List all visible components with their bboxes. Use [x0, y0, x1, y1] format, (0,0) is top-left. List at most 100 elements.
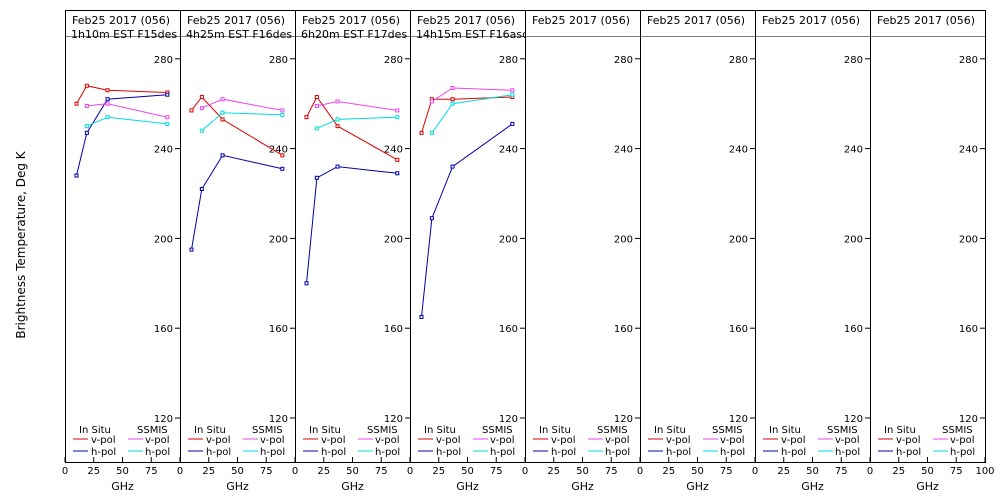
data-point — [335, 124, 340, 129]
data-point — [189, 108, 194, 113]
x-tick-label: 50 — [806, 466, 819, 477]
series-line-4 — [316, 116, 398, 129]
y-tick-label: 240 — [269, 145, 288, 156]
legend-ssmis-title: SSMIS — [597, 425, 628, 436]
y-tick-label: 280 — [499, 55, 518, 66]
data-point — [105, 115, 110, 120]
series-line-3 — [86, 103, 168, 118]
x-tick-label: 75 — [950, 466, 963, 477]
panel-frame — [870, 10, 986, 463]
panel-title: Feb25 2017 (056) — [302, 14, 400, 27]
y-tick-label: 200 — [844, 234, 863, 245]
y-tick-label: 280 — [269, 55, 288, 66]
x-axis-label: GHz — [111, 480, 134, 493]
legend-insitu-hpol-label: h-pol — [321, 447, 346, 458]
x-tick-label: 75 — [260, 466, 273, 477]
series-group — [74, 83, 170, 178]
panel-1: Feb25 2017 (056)1h10m EST F15des 120 160 20… — [62, 10, 181, 493]
data-point — [74, 101, 79, 106]
y-tick-label: 200 — [959, 234, 978, 245]
series-line-2 — [191, 154, 283, 250]
legend-ssmis-hpol-label: h-pol — [375, 447, 400, 458]
data-point — [314, 126, 319, 131]
data-point — [510, 121, 515, 126]
y-tick-label: 120 — [269, 414, 288, 425]
y-tick-label: 120 — [384, 414, 403, 425]
data-point — [280, 153, 285, 158]
series-line-1 — [306, 96, 398, 161]
x-tick-label: 25 — [547, 466, 560, 477]
data-point — [199, 187, 204, 192]
data-point — [395, 115, 400, 120]
x-tick-label: 75 — [720, 466, 733, 477]
y-tick-label: 160 — [499, 324, 518, 335]
legend-ssmis-title: SSMIS — [942, 425, 973, 436]
x-axis-label: GHz — [571, 480, 594, 493]
legend-insitu-vpol-label: v-pol — [666, 435, 691, 446]
data-point — [304, 281, 309, 286]
data-point — [510, 88, 515, 93]
data-point — [199, 94, 204, 99]
data-point — [220, 117, 225, 122]
x-axis-label: GHz — [801, 480, 824, 493]
data-point — [450, 164, 455, 169]
legend-insitu-hpol-label: h-pol — [666, 447, 691, 458]
panel-header: Feb25 2017 (056) — [532, 14, 630, 27]
legend-ssmis-vpol-label: v-pol — [145, 435, 170, 446]
series-line-4 — [201, 112, 283, 131]
x-tick-label: 25 — [87, 466, 100, 477]
y-tick-label: 280 — [844, 55, 863, 66]
data-point — [189, 247, 194, 252]
legend-insitu-vpol-label: v-pol — [206, 435, 231, 446]
x-tick-label: 0 — [522, 466, 528, 477]
legend-insitu-vpol-label: v-pol — [781, 435, 806, 446]
panel-title: Feb25 2017 (056) — [417, 14, 515, 27]
panel-header: Feb25 2017 (056) — [762, 14, 860, 27]
data-point — [280, 112, 285, 117]
x-tick-label: 50 — [116, 466, 129, 477]
y-tick-label: 280 — [959, 55, 978, 66]
data-point — [419, 314, 424, 319]
data-point — [165, 115, 170, 120]
data-point — [450, 101, 455, 106]
panel-title: Feb25 2017 (056) — [532, 14, 630, 27]
data-point — [105, 101, 110, 106]
legend-ssmis-vpol-label: v-pol — [720, 435, 745, 446]
x-tick-label: 25 — [317, 466, 330, 477]
panel-title: Feb25 2017 (056) — [187, 14, 285, 27]
panel-header: Feb25 2017 (056)6h20m EST F17des — [301, 14, 407, 41]
legend-insitu-vpol-label: v-pol — [91, 435, 116, 446]
legend-ssmis-title: SSMIS — [367, 425, 398, 436]
data-point — [395, 108, 400, 113]
x-tick-label: 25 — [202, 466, 215, 477]
series-group — [304, 94, 400, 286]
legend-ssmis-title: SSMIS — [252, 425, 283, 436]
legend-ssmis-hpol-label: h-pol — [720, 447, 745, 458]
y-tick-label: 240 — [959, 145, 978, 156]
legend-insitu-hpol-label: h-pol — [781, 447, 806, 458]
panels: Feb25 2017 (056)1h10m EST F15des12016020… — [62, 10, 995, 493]
legend-ssmis-vpol-label: v-pol — [260, 435, 285, 446]
series-group — [419, 85, 515, 319]
x-tick-label: 0 — [177, 466, 183, 477]
data-point — [84, 103, 89, 108]
data-point — [84, 83, 89, 88]
x-tick-label: 100 — [975, 466, 994, 477]
data-point — [84, 124, 89, 129]
legend-ssmis-vpol-label: v-pol — [835, 435, 860, 446]
data-point — [280, 108, 285, 113]
x-tick-label: 50 — [921, 466, 934, 477]
data-point — [335, 99, 340, 104]
panel-title: Feb25 2017 (056) — [877, 14, 975, 27]
data-point — [314, 103, 319, 108]
legend-ssmis-hpol-label: h-pol — [950, 447, 975, 458]
y-tick-label: 160 — [269, 324, 288, 335]
panel-5: Feb25 2017 (056) 120 160 200 240 280 0 25 50 75 GH… — [522, 10, 641, 493]
data-point — [450, 97, 455, 102]
data-point — [395, 171, 400, 176]
panel-2: Feb25 2017 (056)4h25m EST F16des 120 160 20… — [177, 10, 296, 493]
y-tick-label: 280 — [729, 55, 748, 66]
y-tick-label: 280 — [154, 55, 173, 66]
legend-insitu-hpol-label: h-pol — [91, 447, 116, 458]
